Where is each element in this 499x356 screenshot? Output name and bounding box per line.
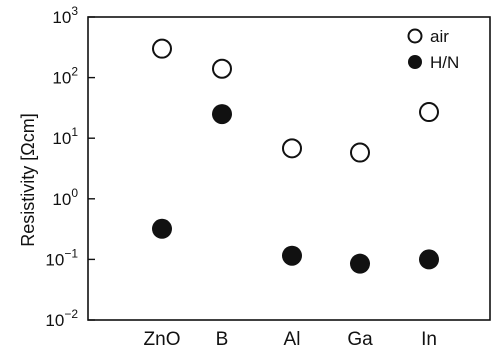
y-tick-exponent: −2 <box>64 307 78 321</box>
y-tick-exponent: 1 <box>71 125 78 139</box>
point-air-al <box>282 138 302 159</box>
legend: air H/N <box>407 27 459 72</box>
y-tick-label: 100 <box>52 186 78 209</box>
data-points <box>152 38 439 274</box>
y-tick-exponent: 0 <box>71 186 78 200</box>
y-tick-base: 10 <box>52 8 71 27</box>
x-tick-label: ZnO <box>144 329 181 350</box>
point-h-n-zno <box>152 218 172 239</box>
legend-marker-h-n <box>408 55 422 69</box>
y-tick-label: 101 <box>52 125 78 148</box>
x-tick-label: Ga <box>347 329 373 350</box>
y-tick-label: 10−2 <box>45 307 78 330</box>
x-tick-label: B <box>216 329 229 350</box>
y-tick-base: 10 <box>52 129 71 148</box>
point-air-in <box>419 102 439 123</box>
point-h-n-b <box>212 104 232 125</box>
point-air-ga <box>350 142 370 163</box>
y-tick-label: 102 <box>52 65 78 88</box>
x-tick-label: Al <box>284 329 301 350</box>
y-tick-label: 10−1 <box>45 246 78 269</box>
x-tick-labels: ZnO B Al Ga In <box>144 329 437 350</box>
point-air-zno <box>152 38 172 59</box>
y-tick-base: 10 <box>52 190 71 209</box>
y-tick-base: 10 <box>52 69 71 88</box>
legend-label-h-n: H/N <box>430 53 459 72</box>
x-tick-label: In <box>421 329 437 350</box>
y-tick-exponent: 2 <box>71 65 78 79</box>
plot-frame <box>87 16 491 321</box>
y-axis-title: Resistivity [Ωcm] <box>18 113 38 246</box>
point-h-n-ga <box>350 253 370 274</box>
point-h-n-in <box>419 249 439 270</box>
point-h-n-al <box>282 245 302 266</box>
y-tick-base: 10 <box>45 250 64 269</box>
y-tick-base: 10 <box>45 311 64 330</box>
y-tick-exponent: 3 <box>71 4 78 18</box>
y-tick-exponent: −1 <box>64 246 78 260</box>
y-axis-title-group: Resistivity [Ωcm] <box>18 113 38 246</box>
legend-marker-air <box>407 28 423 44</box>
point-air-b <box>212 58 232 79</box>
y-tick-label: 103 <box>52 4 78 27</box>
legend-label-air: air <box>430 27 449 46</box>
